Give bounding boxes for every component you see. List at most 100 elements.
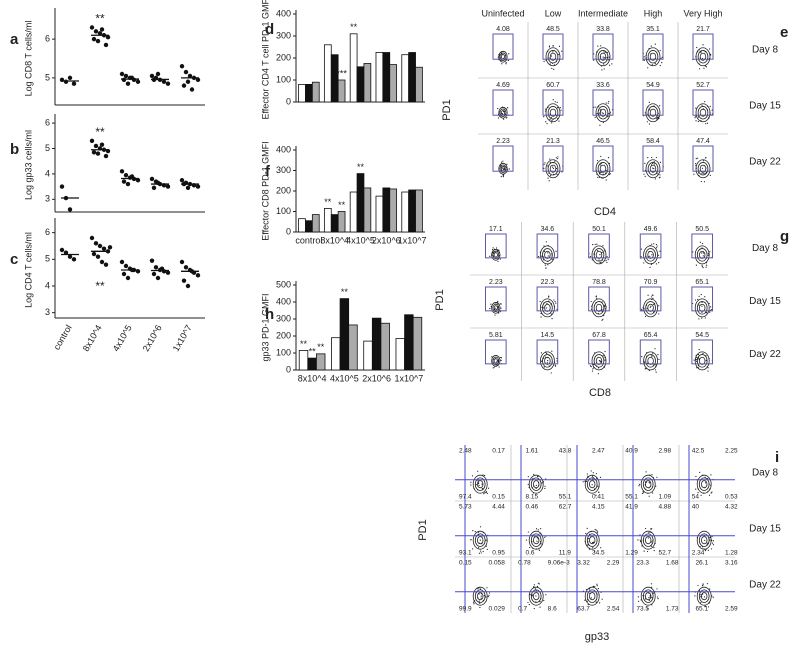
event-dot [703,67,705,69]
event-dot [648,123,650,125]
data-point [97,31,103,36]
event-dot [538,583,540,585]
event-dot [704,605,706,607]
event-dot [645,481,648,483]
event-dot [597,312,599,315]
event-dot [538,549,541,551]
event-dot [609,112,611,114]
event-dot [648,481,650,483]
event-dot [652,364,654,366]
event-dot [651,586,653,588]
event-dot [545,356,547,358]
bar [305,84,313,103]
bar [363,187,372,233]
event-dot [589,255,592,258]
density-contour [549,52,557,61]
event-dot [651,604,653,606]
event-dot [543,302,545,304]
event-dot [485,596,487,598]
bar [349,191,358,233]
event-dot [603,314,605,317]
quadrant-value: 2.29 [607,560,620,567]
event-dot [599,124,601,126]
event-dot [654,542,656,545]
density-contour [643,245,658,265]
event-dot [547,57,549,59]
event-dot [705,262,708,264]
event-dot [500,175,502,178]
y-axis-label: PD1 [417,519,429,540]
event-dot [599,171,601,173]
event-dot [652,303,654,306]
quadrant-value: 73.5 [636,606,649,613]
event-dot [543,163,545,165]
event-dot [649,474,651,476]
x-tick-label: control [295,235,322,245]
event-dot [648,369,650,372]
event-dot [654,348,656,350]
event-dot [492,252,494,255]
event-dot [605,179,607,181]
gate-value: 33.8 [596,26,610,33]
event-dot [503,118,505,120]
density-contour [542,301,553,315]
event-dot [599,173,601,175]
gate [639,286,662,312]
event-dot [494,314,496,316]
event-dot [544,264,546,266]
event-dot [650,485,652,487]
event-dot [535,487,537,490]
column-header: Intermediate [578,8,628,18]
quadrant-value: 0.46 [526,504,539,511]
event-dot [493,248,496,250]
event-dot [490,303,492,305]
event-dot [652,540,654,542]
event-dot [498,254,501,257]
event-dot [699,248,701,251]
bar [389,64,398,103]
y-tick-label: 6 [45,117,50,127]
panel-letter: h [265,306,274,323]
event-dot [558,120,560,122]
data-point [99,259,105,265]
density-contour [472,530,488,550]
event-dot [645,471,647,473]
event-dot [654,369,657,371]
event-dot [648,597,650,599]
event-dot [501,106,504,108]
event-dot [491,248,494,251]
event-dot [647,67,649,69]
panel-letter: f [265,163,271,180]
gate-value: 65.4 [644,332,658,339]
event-dot [501,63,503,65]
event-dot [527,601,529,604]
event-dot [474,531,476,533]
bar [323,208,332,233]
data-point [181,278,187,283]
quadrant-value: 54 [692,494,700,501]
event-dot [491,251,494,254]
event-dot [606,261,608,263]
event-dot [492,251,495,253]
event-dot [600,171,602,174]
event-dot [586,527,588,530]
significance-mark: ** [317,342,325,352]
event-dot [485,545,487,547]
event-dot [537,538,539,540]
data-point [165,184,171,189]
event-dot [653,550,655,552]
event-dot [695,55,697,58]
event-dot [651,294,653,296]
event-dot [709,488,711,490]
event-dot [700,180,702,183]
event-dot [648,592,650,594]
event-dot [557,158,559,160]
data-point [187,73,193,79]
gate-value: 2.23 [496,138,510,145]
data-point [95,38,101,44]
data-point [67,207,73,212]
data-point [71,257,77,262]
event-dot [497,56,499,58]
density-contour [586,589,598,603]
density-contour [533,536,540,545]
